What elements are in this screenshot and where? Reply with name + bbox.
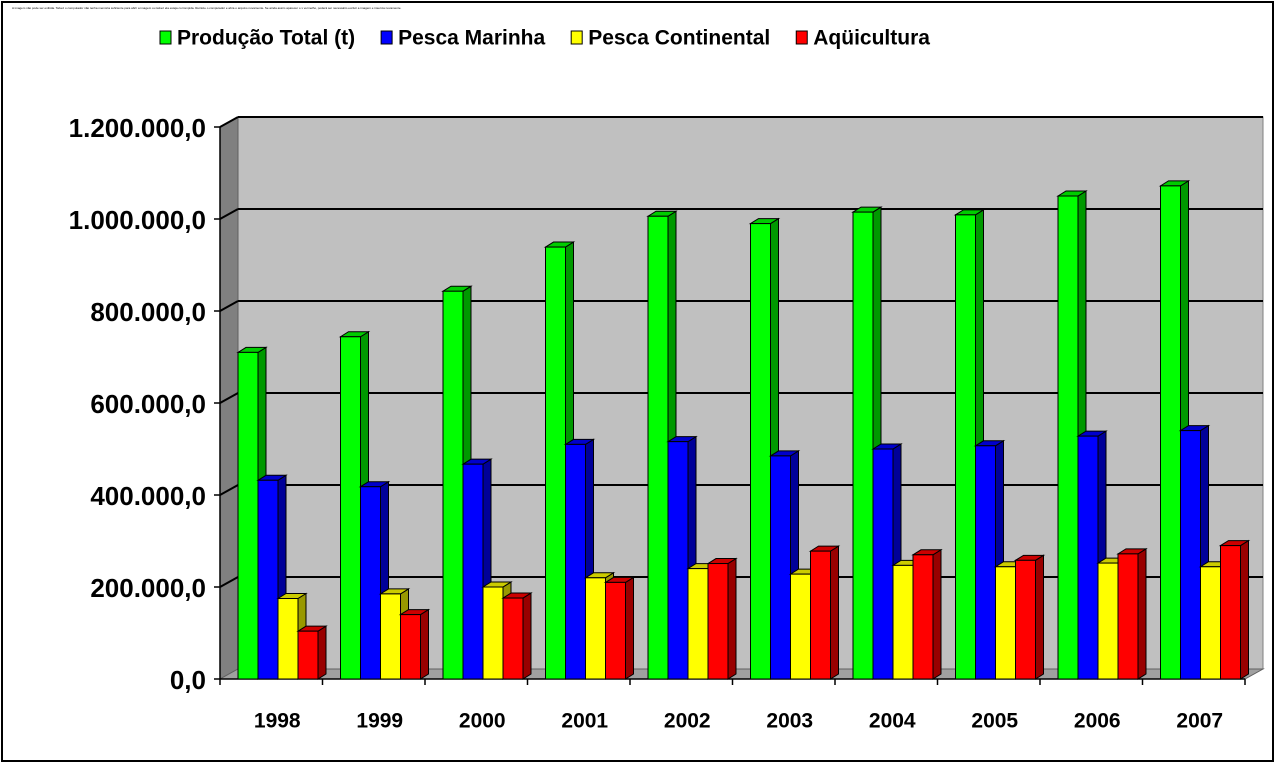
bar-front — [975, 445, 996, 680]
bar-front — [1015, 559, 1036, 680]
y-tick-label: 0,0 — [170, 665, 206, 695]
bar-front — [912, 554, 934, 680]
bar-front — [380, 593, 401, 680]
legend-label: Pesca Marinha — [398, 27, 545, 50]
grid-line-side — [219, 116, 239, 128]
bar-side — [317, 625, 327, 680]
bar-side — [1240, 539, 1249, 680]
y-tick-label: 200.000,0 — [90, 573, 206, 603]
bar-front — [872, 448, 894, 680]
bar-front — [277, 598, 299, 680]
bar — [1218, 539, 1251, 680]
bar-front — [892, 564, 914, 680]
grid-line-side — [219, 392, 239, 404]
x-tick-label: 1998 — [254, 710, 301, 733]
bar-side — [625, 576, 634, 680]
legend-swatch — [570, 30, 583, 45]
grid-line-side — [219, 576, 239, 588]
bar-front — [1180, 430, 1201, 680]
legend-label: Produção Total (t) — [177, 27, 355, 50]
bar-front — [852, 211, 874, 680]
y-tick-label: 1.000.000,0 — [69, 205, 206, 235]
bar-side — [420, 608, 429, 680]
bar — [808, 545, 841, 680]
grid-line-side — [219, 300, 239, 312]
bar — [851, 206, 883, 680]
bar-front — [257, 479, 279, 680]
bar-front — [1077, 435, 1099, 680]
bar-front — [955, 214, 976, 680]
bar — [911, 548, 943, 680]
bar — [603, 576, 636, 680]
bar-front — [442, 290, 464, 680]
x-tick-label: 2002 — [664, 710, 711, 733]
bar-front — [237, 351, 259, 680]
y-tick-label: 800.000,0 — [90, 297, 206, 327]
grid-line-side — [219, 208, 239, 220]
x-tick-label: 2005 — [971, 710, 1018, 733]
bar-front — [790, 573, 811, 680]
x-tick-label: 2006 — [1074, 710, 1121, 733]
bar-front — [750, 223, 771, 680]
bar-front — [770, 455, 791, 680]
legend-swatch — [380, 30, 393, 45]
bar — [706, 557, 738, 680]
bar-front — [545, 246, 566, 680]
bar-side — [727, 557, 737, 680]
bar-front — [340, 336, 361, 680]
bar-front — [995, 566, 1016, 680]
bar-front — [297, 630, 319, 680]
x-tick-label: 1999 — [356, 710, 403, 733]
y-tick-label: 600.000,0 — [90, 389, 206, 419]
bar-side — [522, 592, 532, 680]
bar-front — [360, 486, 381, 680]
bar-front — [707, 563, 729, 680]
bar-front — [1097, 562, 1119, 680]
bar — [398, 608, 431, 680]
bar-front — [687, 568, 709, 680]
legend-label: Aqüicultura — [813, 27, 930, 50]
x-tick-label: 2001 — [561, 710, 608, 733]
bar-front — [1160, 185, 1181, 680]
bar-front — [647, 215, 669, 680]
bar-front — [810, 550, 831, 680]
bar-front — [605, 581, 626, 680]
x-tick-label: 2007 — [1176, 710, 1223, 733]
legend-swatch — [795, 30, 808, 45]
bar-side — [932, 548, 942, 680]
bar-side — [1137, 547, 1147, 680]
bar-front — [482, 586, 504, 680]
legend-label: Pesca Continental — [588, 27, 770, 50]
bar-front — [1200, 566, 1221, 680]
y-tick-label: 1.200.000,0 — [69, 113, 206, 143]
bar-front — [585, 577, 606, 680]
bar — [1178, 424, 1211, 680]
bar-side — [830, 545, 839, 680]
bar-front — [502, 597, 524, 680]
bar-front — [1117, 553, 1139, 680]
bar — [501, 592, 533, 680]
image-error-note: A imagem não pode ser exibida. Talvez o … — [12, 6, 401, 10]
bar-front — [667, 441, 689, 680]
y-tick-label: 400.000,0 — [90, 481, 206, 511]
x-tick-label: 2003 — [766, 710, 813, 733]
x-tick-label: 2000 — [459, 710, 506, 733]
bar-front — [400, 614, 421, 680]
grid-line-side — [219, 484, 239, 496]
x-tick-label: 2004 — [869, 710, 916, 733]
legend-swatch — [159, 30, 172, 45]
bar-front — [1220, 545, 1241, 680]
bar — [1116, 547, 1148, 680]
bar-side — [1035, 554, 1044, 680]
bar-front — [565, 443, 586, 680]
bar — [1013, 554, 1046, 680]
bar-front — [462, 463, 484, 680]
bar — [296, 625, 328, 680]
bar-front — [1057, 195, 1079, 680]
